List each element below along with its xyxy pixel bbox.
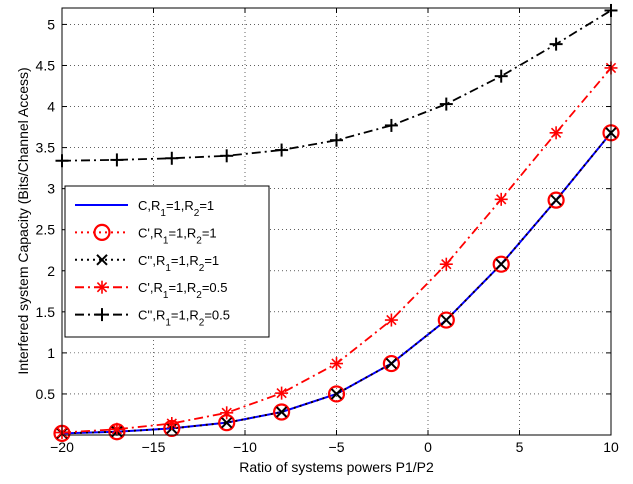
data-point-series-4: [220, 406, 234, 420]
y-tick-label: 0.5: [36, 386, 56, 402]
y-axis-label: Interfered system Capacity (Bits/Channel…: [15, 67, 31, 374]
y-tick-label: 3: [47, 181, 55, 197]
data-point-series-4: [275, 386, 289, 400]
data-point-series-2: [382, 354, 400, 373]
data-point-series-4: [330, 357, 343, 371]
data-point-series-5: [384, 118, 398, 132]
y-tick-label: 1: [47, 345, 55, 361]
y-tick-label: 3.5: [36, 140, 56, 156]
data-point-series-2: [492, 255, 510, 273]
data-point-series-5: [110, 153, 124, 167]
x-tick-label: 0: [424, 439, 432, 455]
data-point-series-5: [494, 69, 508, 83]
y-tick-label: 2.5: [36, 222, 56, 238]
data-point-series-4: [384, 313, 398, 327]
legend-label-1: C,R1=1,R2=1: [138, 198, 214, 219]
y-tick-label: 2: [47, 263, 55, 279]
data-point-series-3: [385, 357, 398, 370]
legend-label-5: C'',R1=1,R2=0.5: [138, 308, 230, 329]
x-tick-label: 10: [603, 439, 619, 455]
series-line-3: [62, 132, 611, 435]
data-point-series-4: [165, 417, 179, 431]
ticks: −20 −15 −10 −5 0 5 10 0.5 1 1.5 2 2.5 3 3.5 4 4.5 5: [36, 8, 619, 455]
y-tick-label: 4: [47, 99, 55, 115]
data-point-series-5: [549, 37, 563, 51]
data-point-series-5: [220, 149, 234, 163]
x-tick-label: −15: [142, 439, 166, 455]
legend-marker-4: [95, 280, 109, 294]
data-point-series-5: [275, 143, 289, 157]
x-tick-label: −10: [233, 439, 257, 455]
y-tick-label: 5: [47, 16, 55, 32]
data-point-series-4: [439, 257, 453, 271]
data-point-series-3: [330, 388, 343, 400]
data-point-series-3: [550, 194, 562, 206]
data-point-series-2: [547, 191, 565, 209]
x-tick-label: −5: [329, 439, 345, 455]
data-point-series-3: [275, 406, 288, 418]
data-point-series-5: [165, 151, 179, 165]
legend-marker-3: [96, 254, 108, 266]
legend-marker-5: [95, 308, 109, 322]
legend-label-2: C',R1=1,R2=1: [138, 225, 217, 246]
data-point-series-3: [495, 258, 507, 270]
data-point-series-4: [549, 126, 563, 140]
data-point-series-3: [220, 416, 233, 429]
data-point-series-4: [110, 422, 124, 436]
data-point-series-2: [273, 403, 291, 421]
x-tick-label: −20: [50, 439, 74, 455]
y-tick-label: 1.5: [36, 304, 56, 320]
data-point-series-2: [327, 385, 346, 403]
legend-label-4: C',R1=1,R2=0.5: [138, 280, 228, 301]
legend-label-3: C'',R1=1,R2=1: [138, 253, 219, 274]
x-tick-label: 5: [516, 439, 524, 455]
data-point-series-5: [330, 133, 343, 147]
legend-marker-2: [93, 223, 111, 241]
data-point-series-2: [437, 311, 455, 329]
data-point-series-3: [440, 314, 453, 326]
data-point-series-4: [494, 192, 508, 206]
data-point-series-5: [439, 97, 453, 111]
y-tick-label: 4.5: [36, 57, 56, 73]
legend: C,R1=1,R2=1 C',R1=1,R2=1 C'',R1=1,R2=1 C',R…: [64, 185, 270, 338]
x-axis-label: Ratio of systems powers P1/P2: [239, 459, 434, 475]
